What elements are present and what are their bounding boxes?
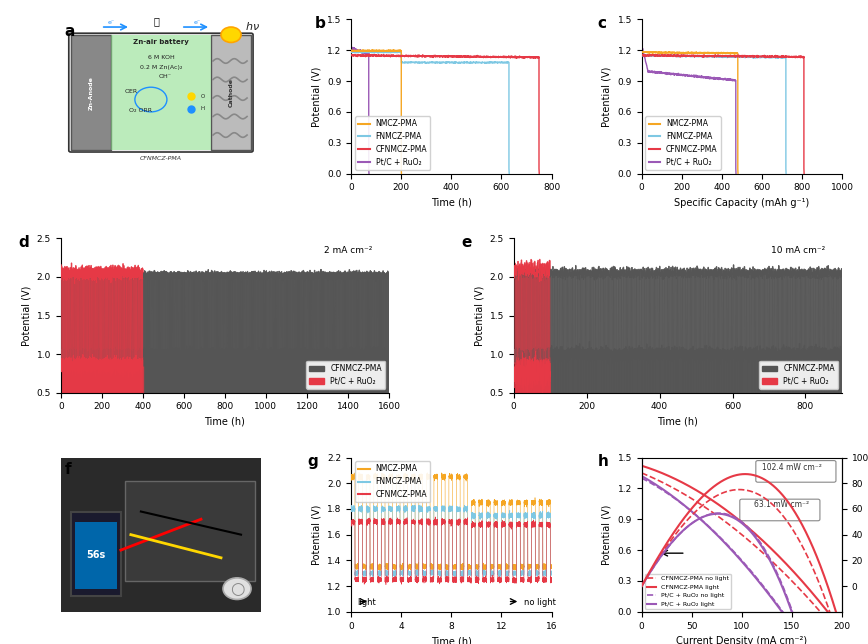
Pt/C + RuO₂ no light xyxy=(800,641,811,644)
CFNMCZ-PMA light xyxy=(800,582,811,589)
Text: O₂ ORR: O₂ ORR xyxy=(129,108,153,113)
Pt/C + RuO₂ light xyxy=(800,642,811,644)
CFNMCZ-PMA light xyxy=(837,627,847,634)
Text: 63.1 mW cm⁻²: 63.1 mW cm⁻² xyxy=(754,500,810,509)
CFNMCZ-PMA light xyxy=(745,526,755,533)
Pt/C + RuO₂ no light xyxy=(732,551,742,558)
Bar xyxy=(211,35,251,151)
Pt/C + RuO₂ light xyxy=(636,472,647,480)
Line: CFNMCZ-PMA no light: CFNMCZ-PMA no light xyxy=(641,473,842,638)
Text: 0.2 M Zn(Ac)₂: 0.2 M Zn(Ac)₂ xyxy=(140,64,182,70)
CFNMCZ-PMA no light xyxy=(756,547,766,555)
Legend: NMCZ-PMA, FNMCZ-PMA, CFNMCZ-PMA, Pt/C + RuO₂: NMCZ-PMA, FNMCZ-PMA, CFNMCZ-PMA, Pt/C + … xyxy=(355,116,431,170)
Bar xyxy=(71,35,111,151)
Bar xyxy=(75,522,117,589)
CFNMCZ-PMA light xyxy=(732,515,742,522)
FancyBboxPatch shape xyxy=(69,33,253,152)
CFNMCZ-PMA no light xyxy=(733,527,743,535)
Legend: NMCZ-PMA, FNMCZ-PMA, CFNMCZ-PMA, Pt/C + RuO₂: NMCZ-PMA, FNMCZ-PMA, CFNMCZ-PMA, Pt/C + … xyxy=(646,116,720,170)
Pt/C + RuO₂ no light xyxy=(745,566,755,574)
Text: H: H xyxy=(201,106,205,111)
Text: h: h xyxy=(597,455,608,469)
Circle shape xyxy=(223,578,251,600)
CFNMCZ-PMA light xyxy=(733,515,743,523)
Pt/C + RuO₂ light xyxy=(745,567,755,575)
Y-axis label: Potential (V): Potential (V) xyxy=(474,285,484,346)
CFNMCZ-PMA light xyxy=(832,620,842,628)
Y-axis label: Potential (V): Potential (V) xyxy=(312,66,321,127)
Pt/C + RuO₂ light xyxy=(733,553,743,561)
CFNMCZ-PMA no light xyxy=(732,527,742,535)
Text: OER: OER xyxy=(124,90,137,95)
CFNMCZ-PMA light xyxy=(636,462,647,469)
Text: OH⁻: OH⁻ xyxy=(159,74,171,79)
Text: e⁻: e⁻ xyxy=(108,20,115,25)
Text: e⁻: e⁻ xyxy=(194,20,201,25)
Text: g: g xyxy=(307,455,318,469)
Text: 56s: 56s xyxy=(86,550,105,560)
Line: Pt/C + RuO₂ light: Pt/C + RuO₂ light xyxy=(641,476,842,644)
Text: e: e xyxy=(461,235,471,251)
Text: 6 M KOH: 6 M KOH xyxy=(148,55,174,61)
Text: ○: ○ xyxy=(230,580,244,598)
CFNMCZ-PMA no light xyxy=(636,469,647,477)
X-axis label: Time (h): Time (h) xyxy=(431,636,472,644)
Text: no light: no light xyxy=(524,598,556,607)
Bar xyxy=(125,480,255,581)
Text: O: O xyxy=(201,94,205,99)
Text: f: f xyxy=(65,462,71,477)
Circle shape xyxy=(221,27,241,43)
Text: 102.4 mW cm⁻²: 102.4 mW cm⁻² xyxy=(762,463,822,472)
X-axis label: Time (h): Time (h) xyxy=(431,198,472,208)
Legend: NMCZ-PMA, FNMCZ-PMA, CFNMCZ-PMA: NMCZ-PMA, FNMCZ-PMA, CFNMCZ-PMA xyxy=(355,461,431,502)
Text: d: d xyxy=(18,235,29,251)
Bar xyxy=(111,35,211,151)
Text: Zn-Anode: Zn-Anode xyxy=(89,76,93,109)
X-axis label: Time (h): Time (h) xyxy=(205,417,246,427)
Legend: CFNMCZ-PMA no light, CFNMCZ-PMA light, Pt/C + RuO₂ no light, Pt/C + RuO₂ light: CFNMCZ-PMA no light, CFNMCZ-PMA light, P… xyxy=(645,574,731,609)
Text: Cathode: Cathode xyxy=(228,78,233,107)
X-axis label: Time (h): Time (h) xyxy=(657,417,698,427)
CFNMCZ-PMA no light xyxy=(745,538,755,545)
Y-axis label: Potential (V): Potential (V) xyxy=(312,504,321,565)
Text: a: a xyxy=(65,24,76,39)
Text: light: light xyxy=(357,598,376,607)
CFNMCZ-PMA no light xyxy=(832,628,842,636)
Legend: CFNMCZ-PMA, Pt/C + RuO₂: CFNMCZ-PMA, Pt/C + RuO₂ xyxy=(306,361,385,389)
CFNMCZ-PMA no light xyxy=(837,634,847,641)
Y-axis label: Potential (V): Potential (V) xyxy=(602,66,612,127)
Line: Pt/C + RuO₂ no light: Pt/C + RuO₂ no light xyxy=(641,478,842,644)
Bar xyxy=(71,511,121,596)
Y-axis label: Potential (V): Potential (V) xyxy=(602,504,612,565)
Legend: CFNMCZ-PMA, Pt/C + RuO₂: CFNMCZ-PMA, Pt/C + RuO₂ xyxy=(759,361,838,389)
Pt/C + RuO₂ no light xyxy=(756,579,766,587)
Pt/C + RuO₂ light xyxy=(732,552,742,560)
Pt/C + RuO₂ no light xyxy=(636,474,647,482)
Pt/C + RuO₂ no light xyxy=(733,553,743,560)
Text: $h\nu$: $h\nu$ xyxy=(245,20,260,32)
Text: CFNMCZ-PMA: CFNMCZ-PMA xyxy=(140,156,182,161)
Text: 💡: 💡 xyxy=(154,16,160,26)
X-axis label: Specific Capacity (mAh g⁻¹): Specific Capacity (mAh g⁻¹) xyxy=(674,198,810,208)
Y-axis label: Potential (V): Potential (V) xyxy=(21,285,31,346)
Pt/C + RuO₂ light xyxy=(756,580,766,588)
X-axis label: Current Density (mA cm⁻²): Current Density (mA cm⁻²) xyxy=(676,636,807,644)
Line: CFNMCZ-PMA light: CFNMCZ-PMA light xyxy=(641,466,842,630)
Text: Zn-air battery: Zn-air battery xyxy=(133,39,189,46)
Text: 10 mA cm⁻²: 10 mA cm⁻² xyxy=(772,246,825,255)
Text: c: c xyxy=(597,16,607,32)
CFNMCZ-PMA light xyxy=(756,535,766,543)
Text: b: b xyxy=(315,16,326,32)
CFNMCZ-PMA no light xyxy=(800,592,811,600)
Text: 2 mA cm⁻²: 2 mA cm⁻² xyxy=(325,246,372,255)
